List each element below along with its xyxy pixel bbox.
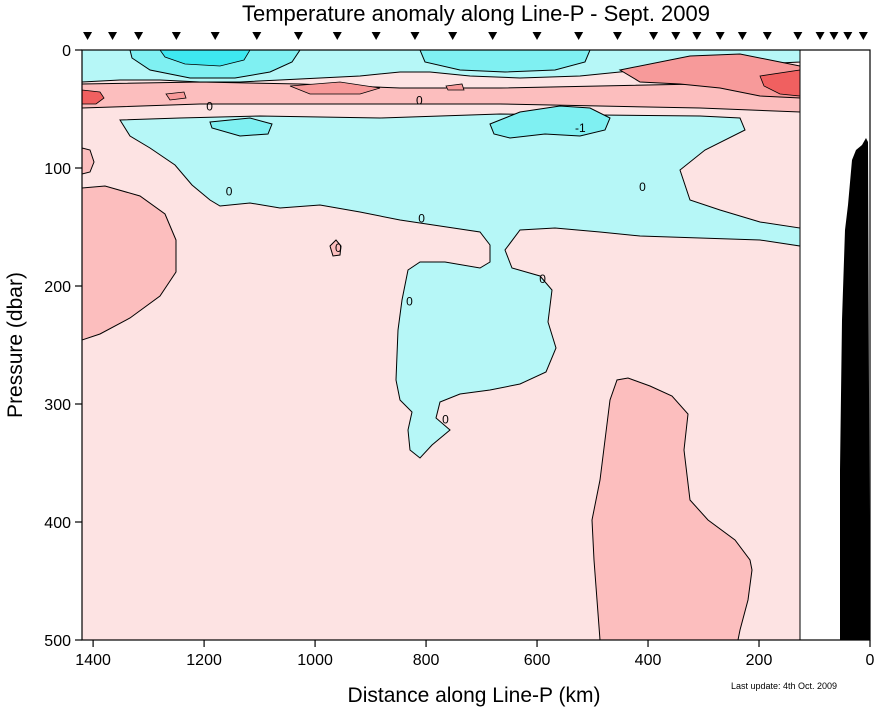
station-marker [843,32,853,40]
y-axis-ticks: 0 100 200 300 400 500 [44,43,82,650]
station-marker [613,32,623,40]
x-tick-label: 400 [635,652,662,669]
warm-strip-core-west [82,89,105,105]
station-marker [715,32,725,40]
station-marker [134,32,144,40]
y-axis-label: Pressure (dbar) [4,272,27,418]
x-axis-label: Distance along Line-P (km) [348,684,601,707]
warm-strip-core-mid [289,81,381,95]
surface-cold-core-east [419,50,591,73]
x-tick-label: 600 [524,652,551,669]
station-marker [671,32,681,40]
warm-strip-core-east-hot [759,69,801,97]
contour-label: 0 [406,294,413,308]
station-marker [448,32,458,40]
y-tick-label: 400 [44,515,71,532]
contour-label: 0 [442,412,449,426]
station-marker [252,32,262,40]
station-marker [108,32,118,40]
x-tick-label: 1200 [186,652,222,669]
x-tick-label: 0 [866,652,875,669]
x-tick-label: 800 [413,652,440,669]
warm-anomaly-west [82,185,177,341]
contour-label: 0 [416,94,423,108]
y-tick-label: 500 [44,633,71,650]
last-update-note: Last update: 4th Oct. 2009 [731,681,837,691]
y-tick-label: 300 [44,397,71,414]
x-tick-label: 1000 [297,652,333,669]
chart-title: Temperature anomaly along Line-P - Sept.… [242,1,710,26]
plot-area [82,50,870,640]
bathymetry-profile [840,138,870,640]
station-marker [410,32,420,40]
x-axis-ticks: 1400 1200 1000 800 600 400 200 0 [75,640,875,669]
station-marker [762,32,772,40]
station-marker [171,32,181,40]
station-marker [371,32,381,40]
station-marker [793,32,803,40]
surface-cold-core-deep [159,50,251,67]
station-marker [293,32,303,40]
contour-label: 0 [539,272,546,286]
cold-anomaly-core-west [209,117,273,137]
contour-label: 0 [226,185,233,199]
warm-strip-small-east [445,83,465,91]
station-marker [815,32,825,40]
warm-anomaly-west-edge [82,147,95,175]
warm-strip-small [165,91,187,101]
station-marker [858,32,868,40]
warm-anomaly-small [329,239,342,257]
station-marker [574,32,584,40]
station-marker [737,32,747,40]
station-marker [332,32,342,40]
contour-labels: 0 0 -1 0 0 0 0 0 0 0 [206,94,646,427]
y-tick-label: 200 [44,279,71,296]
contour-label: 0 [335,241,342,255]
contour-label: 0 [639,180,646,194]
station-markers [83,32,868,40]
cold-anomaly-core [489,105,611,139]
contour-label: 0 [418,212,425,226]
plot-frame [81,49,871,641]
warm-anomaly-deep [591,377,753,640]
cold-anomaly-main [119,113,801,459]
contour-label: -1 [575,121,586,135]
y-tick-label: 0 [62,43,71,60]
station-marker [692,32,702,40]
station-marker [210,32,220,40]
station-marker [488,32,498,40]
station-marker [829,32,839,40]
station-marker [649,32,659,40]
x-tick-label: 1400 [75,652,111,669]
y-tick-label: 100 [44,161,71,178]
station-marker [532,32,542,40]
station-marker [83,32,93,40]
x-tick-label: 200 [746,652,773,669]
contour-label: 0 [206,100,213,114]
